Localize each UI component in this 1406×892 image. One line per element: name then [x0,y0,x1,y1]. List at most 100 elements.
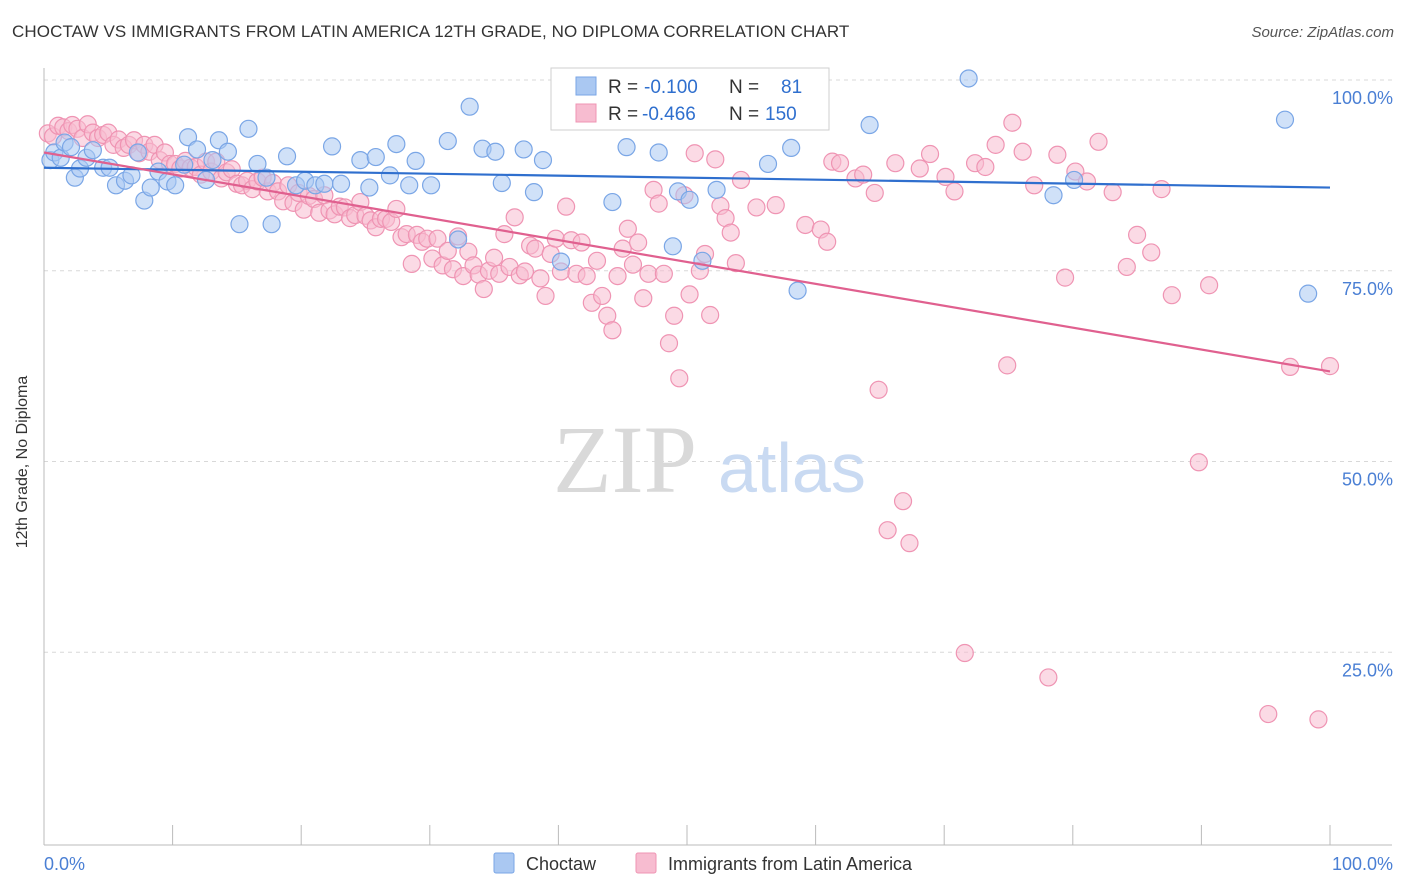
choctaw-point [486,142,505,161]
immigrants-point [878,521,897,540]
immigrants-point [613,239,632,258]
series-legend: Choctaw Immigrants from Latin America [493,852,913,874]
watermark-zip: ZIP [553,406,697,513]
immigrants-point [796,215,815,235]
immigrants-point [680,285,699,304]
choctaw-point [663,237,682,256]
immigrants-point [1142,243,1161,262]
immigrants-point [649,194,668,213]
choctaw-trend-line [43,166,1331,189]
x-tick-label: 100.0% [1332,854,1393,874]
immigrants-point [976,157,995,177]
choctaw-point [460,97,479,116]
immigrants-point [945,182,964,201]
immigrants-point [920,144,940,164]
immigrants-point [998,356,1017,375]
immigrants-point [685,144,704,163]
immigrants-point [701,305,720,325]
choctaw-point [387,134,406,154]
legend-swatch-choctaw [575,76,597,96]
choctaw-point [262,215,281,234]
choctaw-point [166,176,185,195]
choctaw-point [128,143,147,162]
series-legend-swatch-immigrants [635,852,657,874]
immigrants-point [505,208,524,227]
legend-n-value-2: 150 [765,104,797,125]
immigrants-point [495,225,514,244]
y-tick-label: 25.0% [1342,660,1393,680]
immigrants-point [1089,132,1108,151]
legend-r-label-1: R = [608,77,638,98]
immigrants-point [1025,176,1044,195]
choctaw-point [1064,170,1084,190]
immigrants-point [670,369,689,388]
choctaw-point [524,183,544,202]
immigrants-point [1281,357,1300,376]
immigrants-point [603,321,622,340]
choctaw-point [218,142,237,161]
choctaw-point [203,151,222,170]
choctaw-point [61,138,81,157]
immigrants-point [1200,276,1219,295]
immigrants-point [900,534,919,553]
immigrants-point [659,334,679,353]
choctaw-point [187,140,207,159]
immigrants-point [1117,257,1136,277]
choctaw-point [788,281,807,300]
immigrants-point [955,643,974,663]
choctaw-point [707,180,726,199]
immigrants-point [886,154,905,173]
choctaw-point [649,143,668,162]
immigrants-point [1103,183,1122,202]
watermark-atlas: atlas [718,429,866,507]
immigrants-point [531,269,550,288]
choctaw-point [351,151,370,170]
choctaw-point [178,128,198,147]
series-legend-choctaw: Choctaw [526,854,597,874]
immigrants-point [515,262,535,281]
choctaw-point [322,137,342,156]
immigrants-point [654,264,673,283]
choctaw-point [257,168,276,187]
immigrants-point [766,196,785,215]
x-tick-label: 0.0% [44,854,85,874]
legend-r-label-2: R = [608,104,638,125]
immigrants-point [818,232,837,251]
immigrants-point [485,248,504,267]
immigrants-point [893,492,913,511]
immigrants-point [634,289,653,308]
immigrants-point [1039,668,1058,687]
immigrants-point [706,150,725,169]
immigrants-point [428,229,447,248]
immigrants-point [1259,704,1278,724]
series-legend-swatch-choctaw [493,852,515,874]
choctaw-point [1299,284,1318,303]
immigrants-point [402,254,421,273]
immigrants-point [1127,225,1147,244]
choctaw-point [1044,186,1063,205]
legend-n-value-1: 81 [781,77,802,98]
axes [43,68,1392,846]
series-immigrants-points [38,109,1340,729]
immigrants-point [593,286,612,306]
trend-lines [43,151,1331,373]
legend-n-label-1: N = [729,77,759,98]
immigrants-point [1162,286,1181,305]
y-tick-label: 100.0% [1332,88,1393,108]
choctaw-point [860,115,879,135]
immigrants-point [629,233,648,252]
immigrants-point [731,170,751,190]
choctaw-point [421,176,441,195]
choctaw-point [406,151,425,170]
choctaw-point [448,230,468,249]
immigrants-point [618,219,637,238]
choctaw-point [514,140,533,159]
choctaw-point [360,178,379,197]
choctaw-point [551,252,571,271]
choctaw-point [533,151,553,170]
immigrants-point [1152,180,1171,199]
choctaw-point [680,190,699,209]
choctaw-point [959,69,978,88]
immigrants-point [536,286,555,306]
immigrants-point [438,241,457,261]
